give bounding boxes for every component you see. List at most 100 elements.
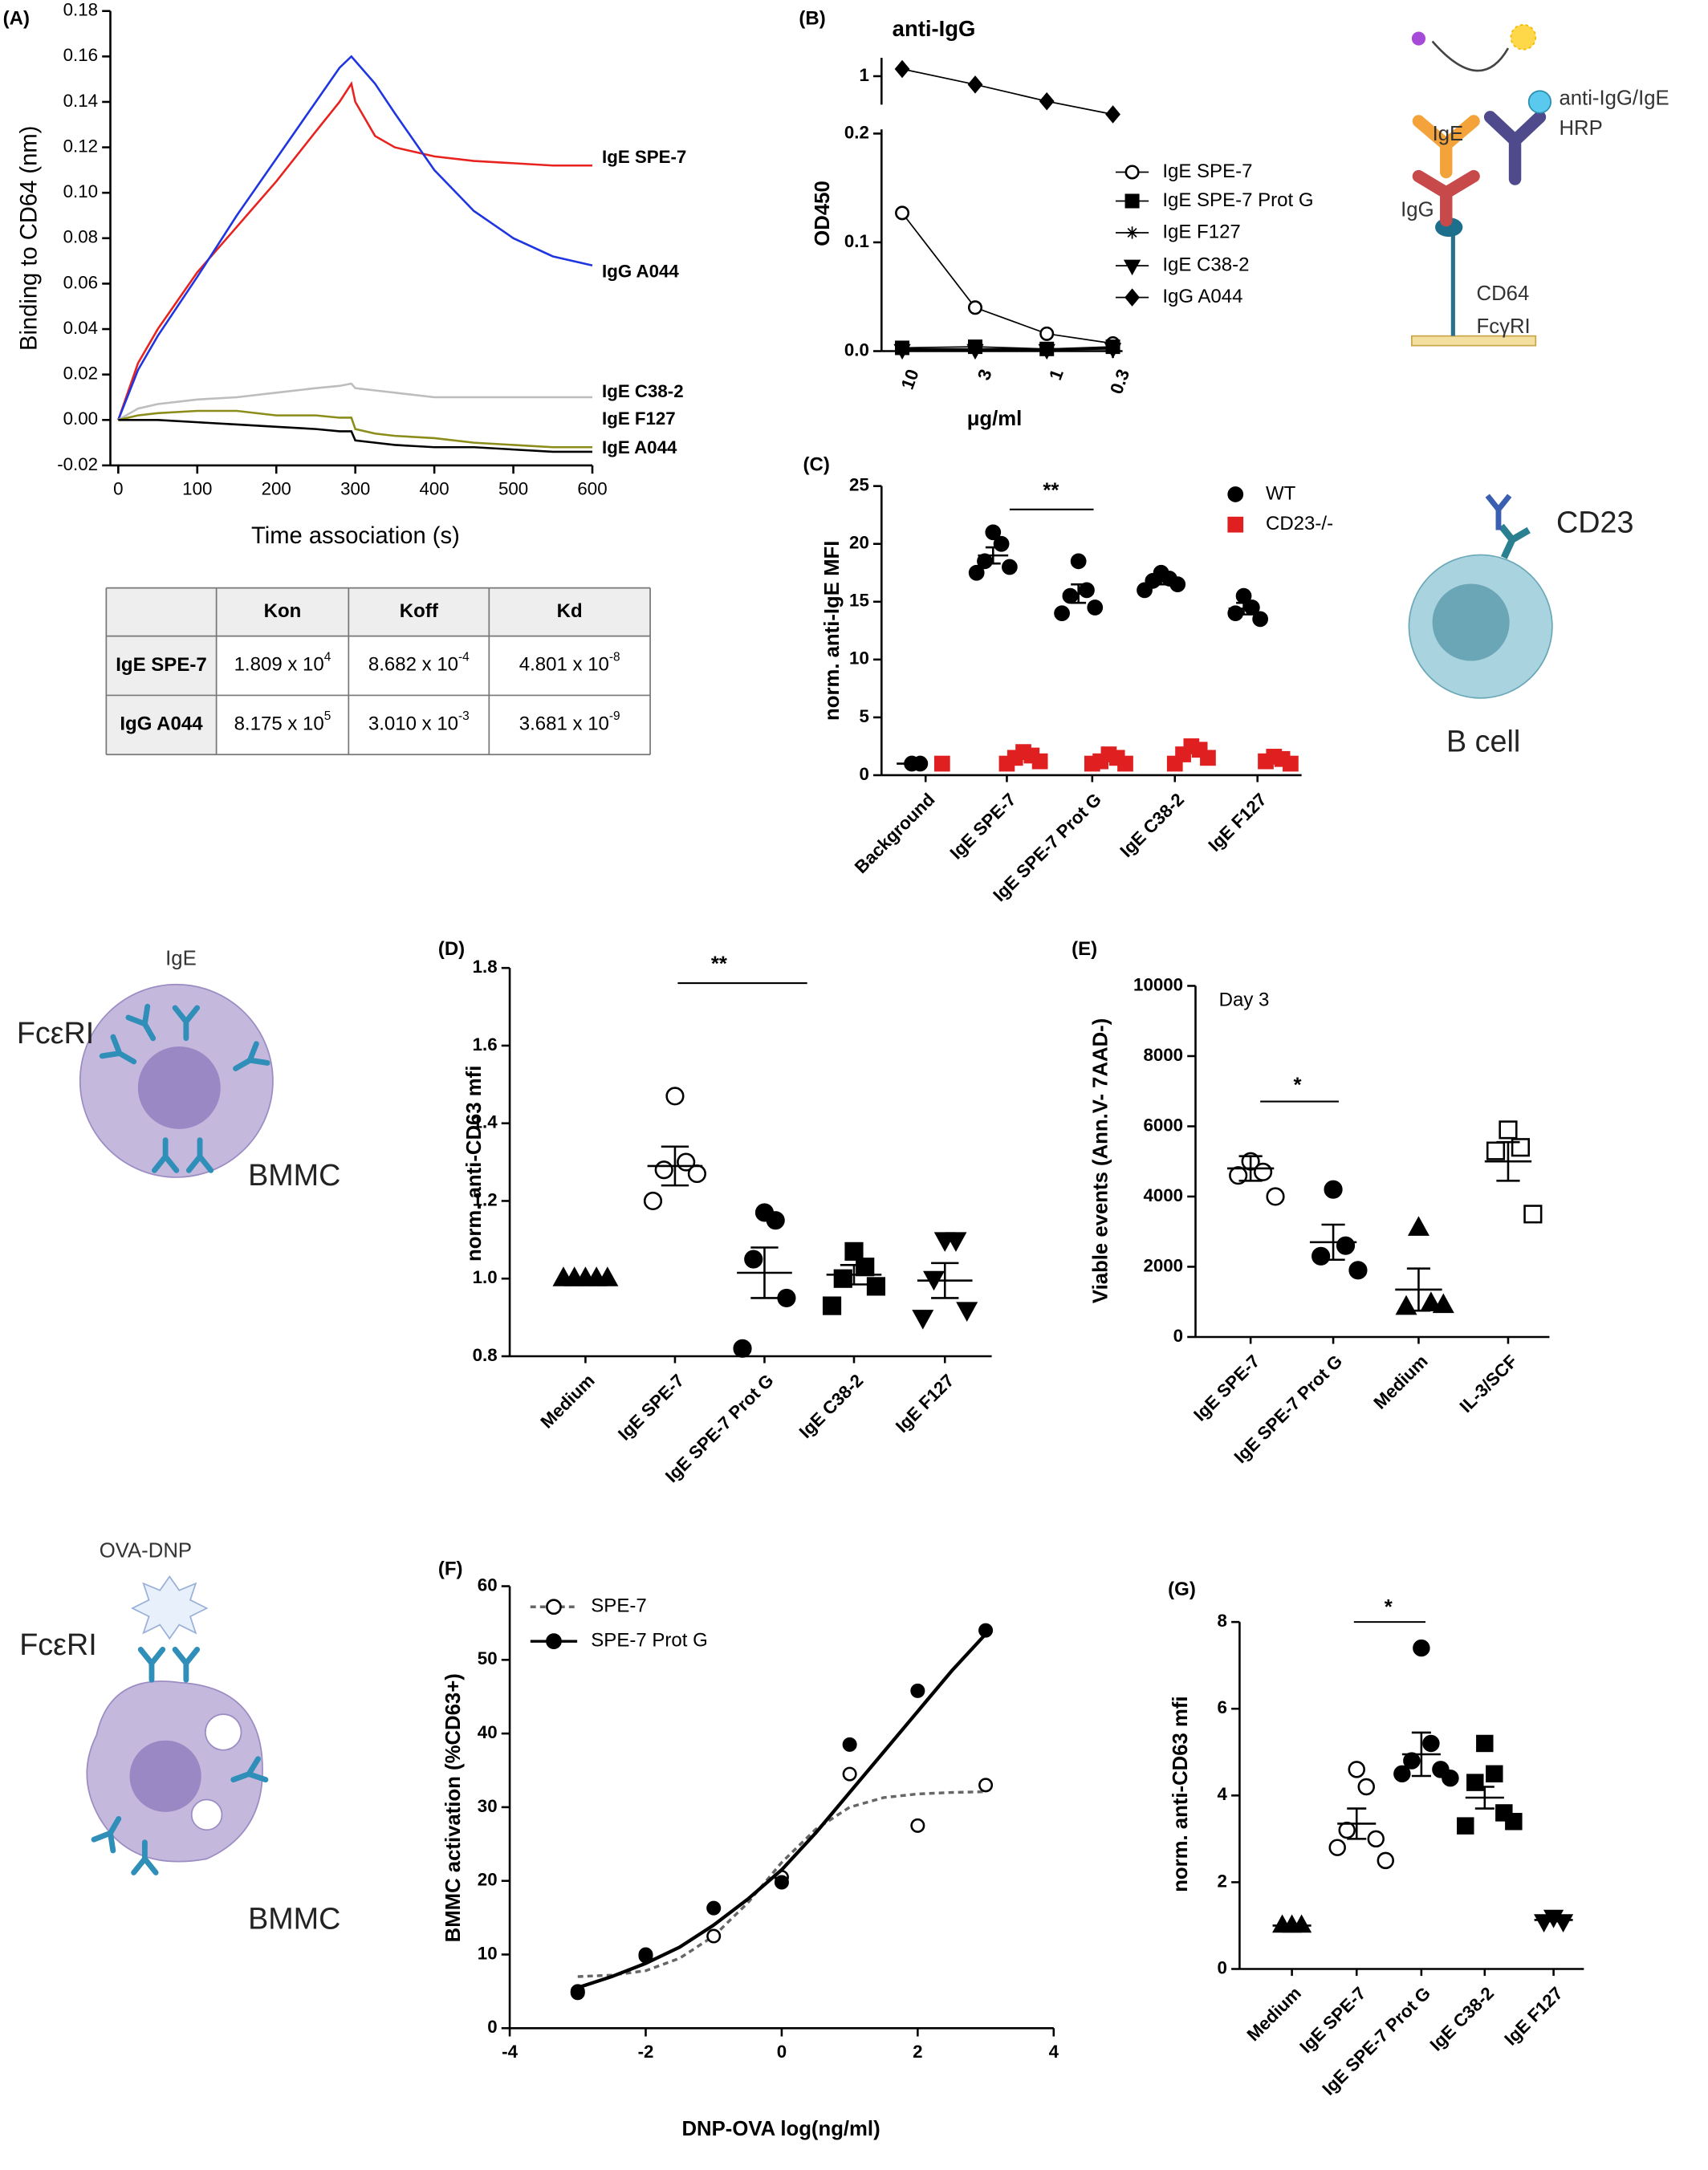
y-tick-label: 50: [478, 1648, 498, 1668]
error-bar: [985, 546, 1001, 565]
panel-label: (E): [1072, 938, 1097, 960]
line: [118, 419, 593, 453]
marker: [1031, 753, 1048, 770]
x-tick-label: IgE SPE-7 Prot G: [1318, 1983, 1434, 2099]
y-axis-label: Viable events (Ann.V- 7AAD-): [1090, 1018, 1112, 1303]
y-tick-label: 0.12: [63, 136, 98, 156]
y-tick-label: 6000: [1143, 1115, 1183, 1135]
marker: [866, 1277, 886, 1296]
line: [118, 409, 593, 449]
y-tick-label: 0.06: [63, 272, 98, 292]
bmmc-diagram: IgE FcεRI BMMC: [17, 948, 341, 1192]
marker: [993, 535, 1010, 552]
x-tick-label: 3: [974, 367, 996, 383]
y-tick-label: 0.1: [844, 231, 869, 251]
marker: [1486, 1765, 1503, 1783]
marker: [1039, 326, 1055, 341]
x-tick-label: IgE C38-2: [1426, 1983, 1499, 2055]
y-tick-label: 0.0: [844, 339, 869, 360]
cell-exponent: -8: [609, 650, 620, 664]
marker: [945, 1232, 967, 1252]
marker: [1054, 605, 1070, 622]
marker: [1328, 1839, 1346, 1856]
table-cell: 3.010 x 10-3: [368, 709, 470, 735]
b-cell-diagram: CD23 B cell: [1408, 494, 1634, 758]
y-tick-label: 10: [478, 1943, 498, 1963]
fit-line: [577, 1790, 986, 1978]
series-label: IgE A044: [602, 437, 677, 457]
marker: [1227, 605, 1244, 622]
error-bar: [1238, 1155, 1263, 1182]
marker: [1511, 1138, 1530, 1157]
x-tick-label: 10: [897, 367, 923, 392]
error-bar: [1347, 1807, 1367, 1840]
x-tick-label: 500: [498, 479, 528, 499]
x-tick-label: IgE F127: [1204, 789, 1271, 855]
panel-label: (G): [1168, 1579, 1196, 1600]
marker: [1038, 343, 1055, 360]
cell-base: 3.681 x 10: [519, 713, 609, 735]
marker: [1377, 1851, 1394, 1870]
note: Day 3: [1219, 990, 1270, 1011]
x-tick-label: 1: [1045, 367, 1068, 383]
marker: [912, 1310, 934, 1330]
marker: [967, 300, 982, 315]
marker: [998, 755, 1015, 772]
legend-marker: [1124, 193, 1140, 209]
legend-marker: [1227, 516, 1244, 533]
series-label: IgE C38-2: [602, 381, 684, 401]
diagram-label: IgE: [1433, 123, 1464, 145]
y-tick-label: 0.00: [63, 408, 98, 429]
marker: [1357, 1778, 1375, 1796]
ova-dnp: [131, 1575, 209, 1640]
legend-marker: [1227, 486, 1244, 502]
x-tick-label: 400: [420, 479, 449, 499]
legend-marker: [546, 1599, 562, 1615]
marker: [978, 1778, 994, 1793]
nucleus: [1432, 583, 1510, 661]
table-rowhead-bg: [106, 587, 217, 755]
x-tick-label: 600: [577, 479, 607, 499]
marker: [1137, 582, 1153, 599]
marker: [895, 205, 910, 221]
y-tick-label: 5: [859, 706, 868, 726]
hrp: [1527, 90, 1552, 114]
marker: [967, 75, 983, 94]
marker: [706, 1900, 722, 1916]
marker: [706, 1928, 722, 1944]
error-bar: [1071, 583, 1087, 604]
nucleus: [129, 1740, 201, 1812]
marker: [687, 1164, 706, 1184]
marker: [1407, 1216, 1429, 1236]
y-tick-label: 4000: [1143, 1185, 1183, 1205]
diagram-label: CD23: [1556, 506, 1633, 539]
diagram-label: BMMC: [248, 1158, 340, 1192]
y-tick-label: 40: [478, 1722, 498, 1742]
diagram-label: FcεRI: [17, 1016, 94, 1050]
significance: *: [1293, 1075, 1301, 1097]
legend-label: IgE SPE-7 Prot G: [1162, 189, 1313, 211]
plate: [1411, 335, 1537, 347]
y-tick-label: 6: [1218, 1697, 1227, 1717]
y-axis-label: OD450: [811, 181, 834, 246]
marker: [1432, 1293, 1454, 1314]
legend-label: SPE-7 Prot G: [591, 1630, 707, 1652]
marker: [1403, 1752, 1421, 1770]
legend-marker: [1124, 288, 1140, 307]
significance: **: [711, 953, 727, 976]
marker: [1105, 105, 1120, 124]
marker: [1338, 1821, 1356, 1839]
x-tick-label: -4: [502, 2042, 518, 2062]
diagram-label: anti-IgG/IgE: [1559, 87, 1669, 109]
legend-marker: [1123, 259, 1141, 276]
y-tick-label: 0.10: [63, 181, 98, 201]
cell-base: 4.801 x 10: [519, 654, 609, 676]
marker: [1166, 755, 1183, 772]
y-tick-label: 4: [1218, 1784, 1228, 1804]
table-cell: 8.175 x 105: [234, 709, 331, 735]
igg: [1412, 169, 1480, 227]
marker: [842, 1766, 857, 1782]
y-tick-label: 8: [1218, 1611, 1227, 1631]
marker: [910, 1818, 925, 1833]
marker: [1420, 1291, 1442, 1311]
